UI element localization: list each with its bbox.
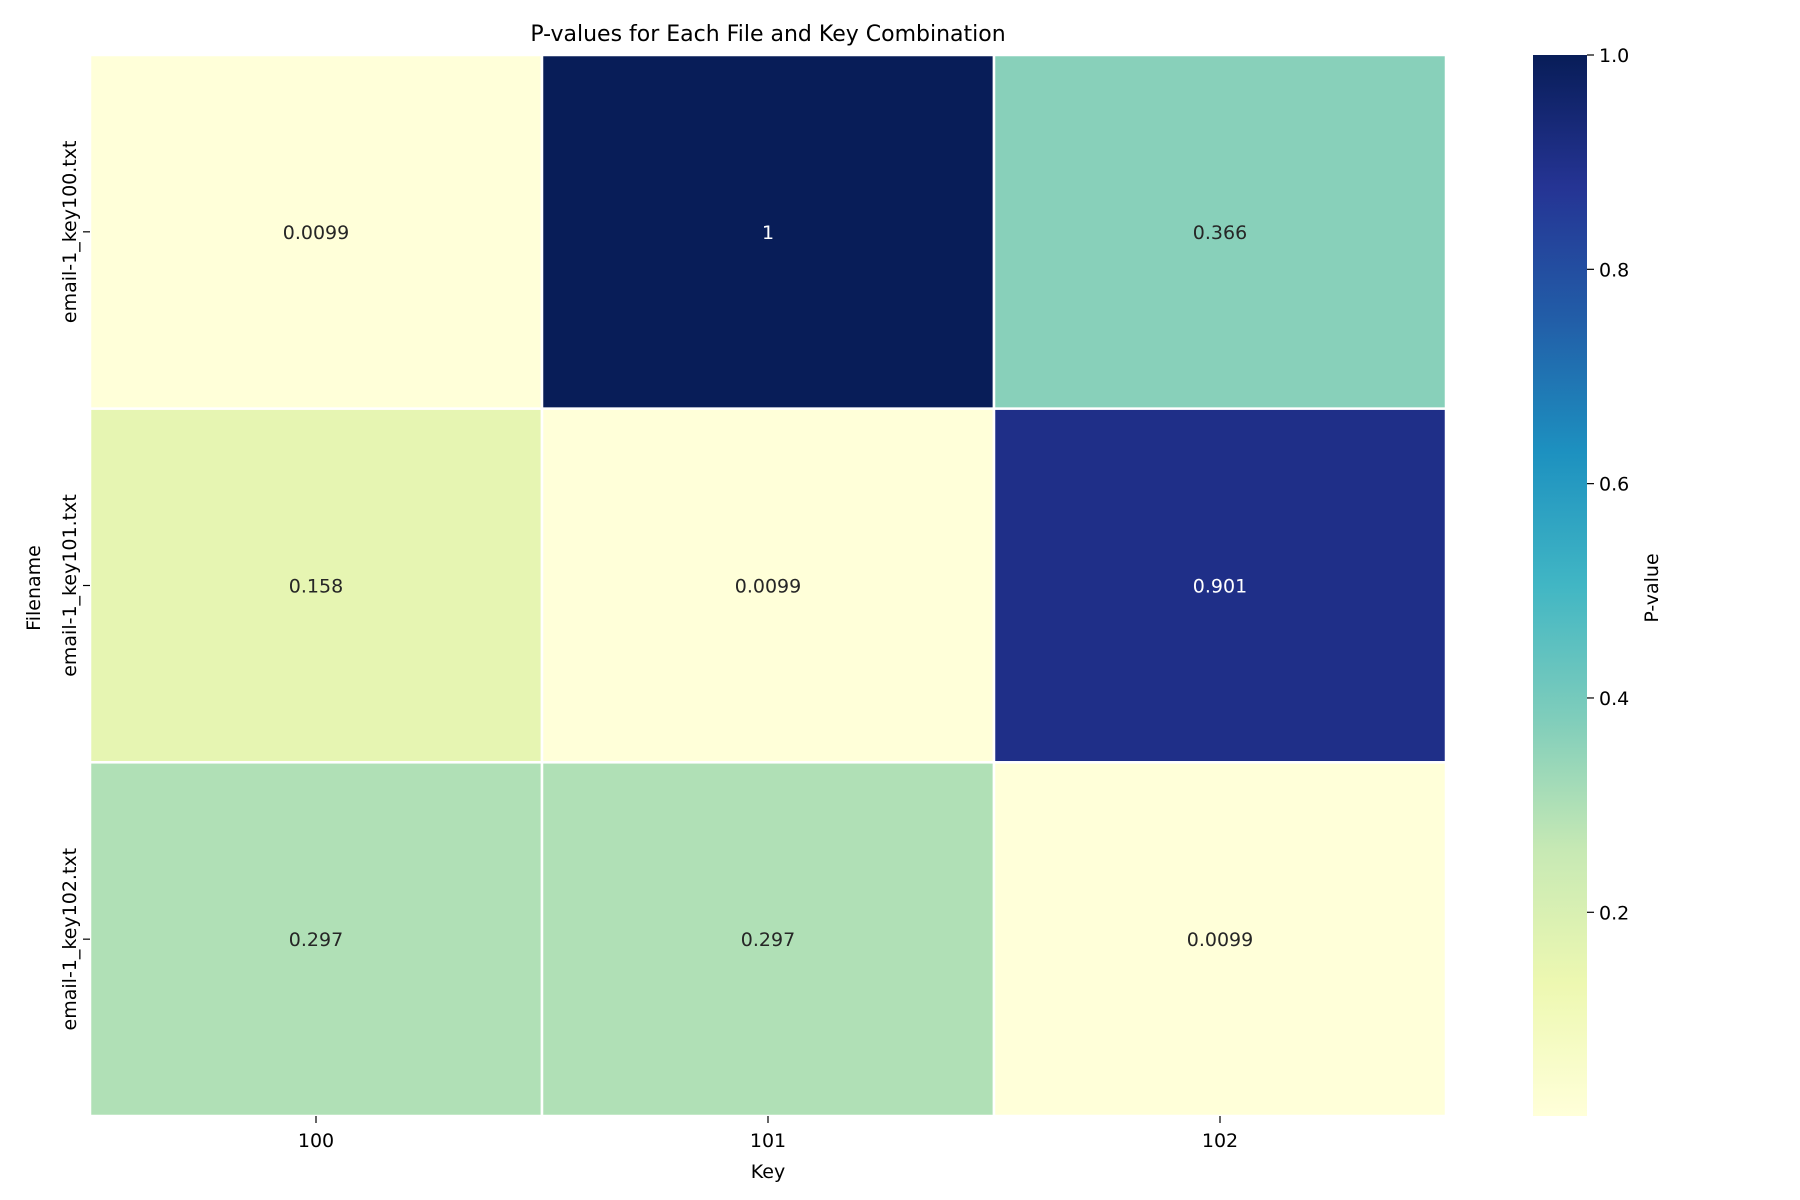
colorbar-ticks: 0.2 0.4 0.6 0.8 1.0 <box>1587 45 1629 924</box>
colorbar-tick-label: 0.8 <box>1599 259 1629 281</box>
x-tick-label: 102 <box>1202 1130 1238 1152</box>
y-tick-label: email-1_key100.txt <box>59 141 81 324</box>
heatmap-cell <box>540 53 996 410</box>
x-tick-label: 101 <box>750 1130 786 1152</box>
heatmap-cell <box>992 407 1448 764</box>
cell-value-label: 1 <box>762 222 774 244</box>
y-axis-label: Filename <box>23 545 45 631</box>
heatmap-cells: 0.0099 1 0.366 0.158 0.0099 0.901 0.297 0.297 0.… <box>88 53 1448 1118</box>
x-axis: 100 101 102 <box>298 1116 1238 1152</box>
colorbar-tick-label: 0.2 <box>1599 902 1629 924</box>
chart-title: P-values for Each File and Key Combinati… <box>530 22 1005 47</box>
y-tick-label: email-1_key102.txt <box>59 848 81 1031</box>
cell-value-label: 0.297 <box>289 929 343 951</box>
cell-value-label: 0.901 <box>1193 576 1247 598</box>
y-axis: email-1_key100.txt email-1_key101.txtemai… <box>59 141 90 1031</box>
heatmap-cell <box>88 407 544 764</box>
x-tick-label: 100 <box>298 1130 334 1152</box>
cell-value-label: 0.158 <box>289 576 343 598</box>
heatmap-cell <box>540 761 996 1118</box>
colorbar <box>1533 55 1587 1116</box>
heatmap-cell <box>992 53 1448 410</box>
x-axis-label: Key <box>751 1161 785 1183</box>
heatmap-cell <box>88 761 544 1118</box>
colorbar-tick-label: 0.4 <box>1599 688 1629 710</box>
cell-value-label: 0.297 <box>741 929 795 951</box>
colorbar-tick-label: 1.0 <box>1599 45 1629 67</box>
heatmap-cell <box>88 53 544 410</box>
colorbar-label: P-value <box>1641 553 1663 622</box>
cell-value-label: 0.0099 <box>735 576 801 598</box>
y-tick-label: email-1_key101.txt <box>59 494 81 677</box>
cell-value-label: 0.0099 <box>283 222 349 244</box>
cell-value-label: 0.366 <box>1193 222 1247 244</box>
heatmap-cell <box>540 407 996 764</box>
cell-value-label: 0.0099 <box>1187 929 1253 951</box>
colorbar-tick-label: 0.6 <box>1599 474 1629 496</box>
